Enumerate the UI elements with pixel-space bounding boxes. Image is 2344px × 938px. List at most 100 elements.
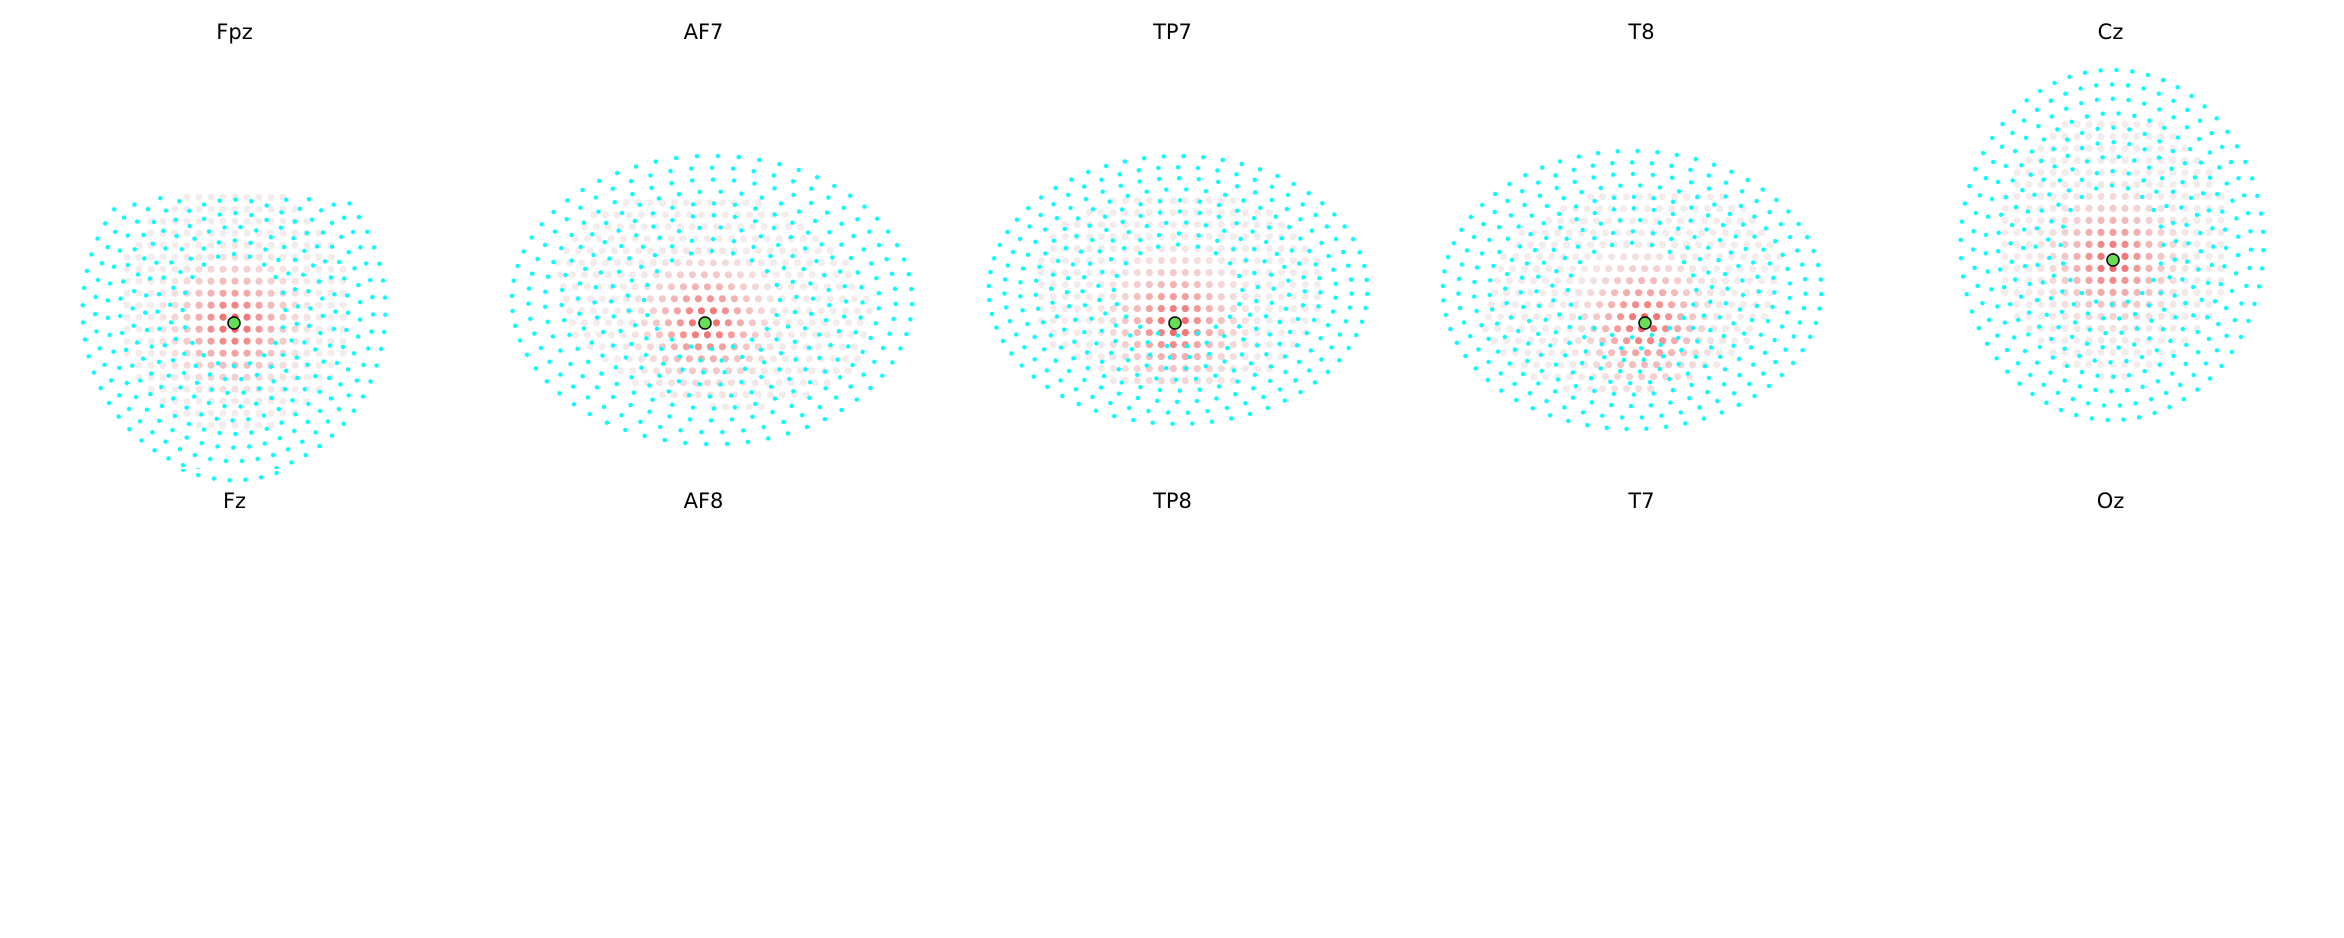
sensor-point <box>1558 225 1562 229</box>
sensor-point <box>1228 315 1232 319</box>
sensor-point <box>1154 376 1158 380</box>
sensor-point <box>858 315 862 319</box>
sensor-point <box>1217 215 1221 219</box>
source-point <box>2085 301 2092 308</box>
source-point <box>590 259 597 266</box>
sensor-point <box>1683 421 1687 425</box>
source-point <box>1254 317 1261 324</box>
sensor-point <box>305 231 309 235</box>
source-point <box>656 331 663 338</box>
source-point <box>2097 253 2104 260</box>
source-point <box>2061 205 2068 212</box>
sensor-point <box>872 360 876 364</box>
sensor-point <box>1065 290 1069 294</box>
source-point <box>1122 281 1129 288</box>
source-point <box>135 326 142 333</box>
sensor-point <box>1759 333 1763 337</box>
sensor-point <box>284 198 288 202</box>
sensor-point <box>1580 190 1584 194</box>
source-point <box>1593 313 1600 320</box>
sensor-point <box>605 421 609 425</box>
sensor-point <box>1354 333 1358 337</box>
sensor-point <box>1270 301 1274 305</box>
source-point <box>1560 301 1567 308</box>
source-point <box>1551 337 1558 344</box>
source-point <box>674 307 681 314</box>
sensor-point <box>313 347 317 351</box>
sensor-point <box>1677 189 1681 193</box>
sensor-point <box>2051 355 2055 359</box>
source-point <box>2109 157 2116 164</box>
sensor-point <box>746 440 750 444</box>
sensor-point <box>2110 302 2114 306</box>
sensor-point <box>737 155 741 159</box>
sensor-point <box>1738 307 1742 311</box>
source-point <box>1521 265 1528 272</box>
sensor-point <box>1639 346 1643 350</box>
sensor-point <box>680 367 684 371</box>
sensor-point <box>1082 330 1086 334</box>
sensor-point <box>1283 398 1287 402</box>
sensor-point <box>1761 187 1765 191</box>
sensor-point <box>2197 137 2201 141</box>
source-point <box>833 367 840 374</box>
sensor-point <box>2198 119 2202 123</box>
sensor-point <box>1178 198 1182 202</box>
sensor-point <box>142 256 146 260</box>
source-point <box>662 355 669 362</box>
sensor-point <box>731 344 735 348</box>
sensor-point <box>998 243 1002 247</box>
sensor-point <box>1592 199 1596 203</box>
sensor-point <box>202 202 206 206</box>
sensor-point <box>1592 236 1596 240</box>
sensor-point <box>711 177 715 181</box>
sensor-point <box>1253 373 1257 377</box>
sensor-point <box>2183 301 2187 305</box>
source-point <box>159 314 166 321</box>
source-point <box>171 302 178 309</box>
source-point <box>1722 229 1729 236</box>
sensor-point <box>2010 131 2014 135</box>
source-point <box>2181 217 2188 224</box>
sensor-point <box>1448 327 1452 331</box>
sensor-point <box>790 221 794 225</box>
source-point <box>2193 301 2200 308</box>
sensor-point <box>1504 301 1508 305</box>
sensor-point <box>1960 219 1964 223</box>
sensor-point <box>1222 229 1226 233</box>
source-point <box>680 379 687 386</box>
sensor-point <box>1264 352 1268 356</box>
source-point <box>746 211 753 218</box>
source-point <box>1278 257 1285 264</box>
sensor-point <box>2003 320 2007 324</box>
source-point <box>219 230 226 237</box>
source-point <box>219 398 226 405</box>
sensor-point <box>295 322 299 326</box>
source-point <box>1635 385 1642 392</box>
source-point <box>2073 289 2080 296</box>
sensor-point <box>248 255 252 259</box>
source-point <box>629 271 636 278</box>
sensor-point <box>2085 114 2089 118</box>
sensor-point <box>1975 284 1979 288</box>
sensor-point <box>2078 384 2082 388</box>
sensor-point <box>1071 262 1075 266</box>
source-point <box>1668 301 1675 308</box>
source-point <box>303 242 310 249</box>
source-point <box>632 331 639 338</box>
source-point <box>1629 361 1636 368</box>
sensor-point <box>308 306 312 310</box>
sensor-point <box>1612 207 1616 211</box>
sensor-point <box>289 460 293 464</box>
source-point <box>1608 253 1615 260</box>
source-point <box>602 259 609 266</box>
sensor-point <box>2146 73 2150 77</box>
sensor-point <box>1664 425 1668 429</box>
sensor-point <box>217 240 221 244</box>
sensor-point <box>1441 284 1445 288</box>
sensor-point <box>1446 255 1450 259</box>
source-point <box>135 290 142 297</box>
source-point <box>752 235 759 242</box>
source-point <box>243 326 250 333</box>
sensor-point <box>1780 373 1784 377</box>
